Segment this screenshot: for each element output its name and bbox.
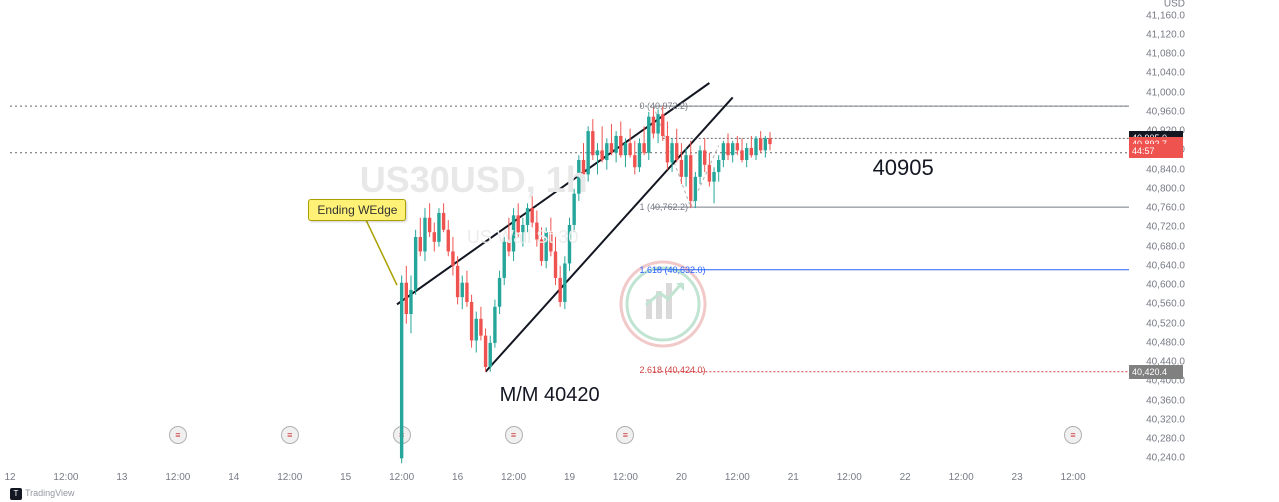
xtick-label: 22: [900, 472, 911, 483]
tradingview-logo-icon: T: [10, 488, 22, 500]
price-tag: 44:57: [1129, 144, 1183, 158]
ytick-label: 40,960.0: [1146, 106, 1185, 117]
xtick-label: 23: [1012, 472, 1023, 483]
fib-level-label: 1.618 (40,632.0): [639, 265, 705, 275]
chart-text-annotation[interactable]: M/M 40420: [500, 384, 600, 407]
ytick-label: 40,240.0: [1146, 453, 1185, 464]
price-axis[interactable]: USD 41,160.041,120.041,080.041,040.041,0…: [1129, 6, 1189, 468]
ytick-label: 40,280.0: [1146, 434, 1185, 445]
ytick-label: 41,000.0: [1146, 87, 1185, 98]
ytick-label: 40,520.0: [1146, 318, 1185, 329]
ytick-label: 41,040.0: [1146, 68, 1185, 79]
price-tag: 40,420.4: [1129, 365, 1183, 379]
xtick-label: 12:00: [949, 472, 974, 483]
ytick-label: 40,840.0: [1146, 164, 1185, 175]
xtick-label: 15: [340, 472, 351, 483]
ytick-label: 40,800.0: [1146, 183, 1185, 194]
ytick-label: 40,560.0: [1146, 299, 1185, 310]
xtick-label: 12:00: [389, 472, 414, 483]
ytick-label: 40,360.0: [1146, 395, 1185, 406]
xtick-label: 12:00: [613, 472, 638, 483]
xtick-label: 12: [4, 472, 15, 483]
ytick-label: 40,760.0: [1146, 203, 1185, 214]
time-axis[interactable]: 1212:001312:001412:001512:001612:001912:…: [10, 468, 1129, 490]
xtick-label: 21: [788, 472, 799, 483]
ytick-label: 40,480.0: [1146, 337, 1185, 348]
xtick-label: 12:00: [53, 472, 78, 483]
tradingview-attribution: TTradingView: [10, 488, 75, 500]
xtick-label: 12:00: [837, 472, 862, 483]
chart-text-annotation[interactable]: 40905: [873, 155, 934, 181]
fib-level-label: 0 (40,972.2): [639, 101, 688, 111]
callout-ending-wedge[interactable]: Ending WEdge: [308, 199, 406, 221]
xtick-label: 14: [228, 472, 239, 483]
xtick-label: 12:00: [277, 472, 302, 483]
xtick-label: 13: [116, 472, 127, 483]
fib-level-label: 1 (40,762.2): [639, 202, 688, 212]
xtick-label: 19: [564, 472, 575, 483]
xtick-label: 12:00: [165, 472, 190, 483]
ytick-label: 41,160.0: [1146, 10, 1185, 21]
ytick-label: 40,720.0: [1146, 222, 1185, 233]
currency-label: USD: [1164, 0, 1185, 10]
xtick-label: 20: [676, 472, 687, 483]
ytick-label: 40,640.0: [1146, 260, 1185, 271]
xtick-label: 16: [452, 472, 463, 483]
ytick-label: 41,120.0: [1146, 29, 1185, 40]
ytick-label: 41,080.0: [1146, 49, 1185, 60]
xtick-label: 12:00: [1061, 472, 1086, 483]
chart-plot-area[interactable]: ≡≡≡≡≡≡US30USD, 1hUS Wall St 300 (40,972.…: [10, 6, 1129, 468]
xtick-label: 12:00: [501, 472, 526, 483]
tradingview-text: TradingView: [25, 488, 75, 498]
ytick-label: 40,680.0: [1146, 241, 1185, 252]
fib-level-label: 2.618 (40,424.0): [639, 365, 705, 375]
ytick-label: 40,600.0: [1146, 280, 1185, 291]
ytick-label: 40,320.0: [1146, 414, 1185, 425]
xtick-label: 12:00: [725, 472, 750, 483]
